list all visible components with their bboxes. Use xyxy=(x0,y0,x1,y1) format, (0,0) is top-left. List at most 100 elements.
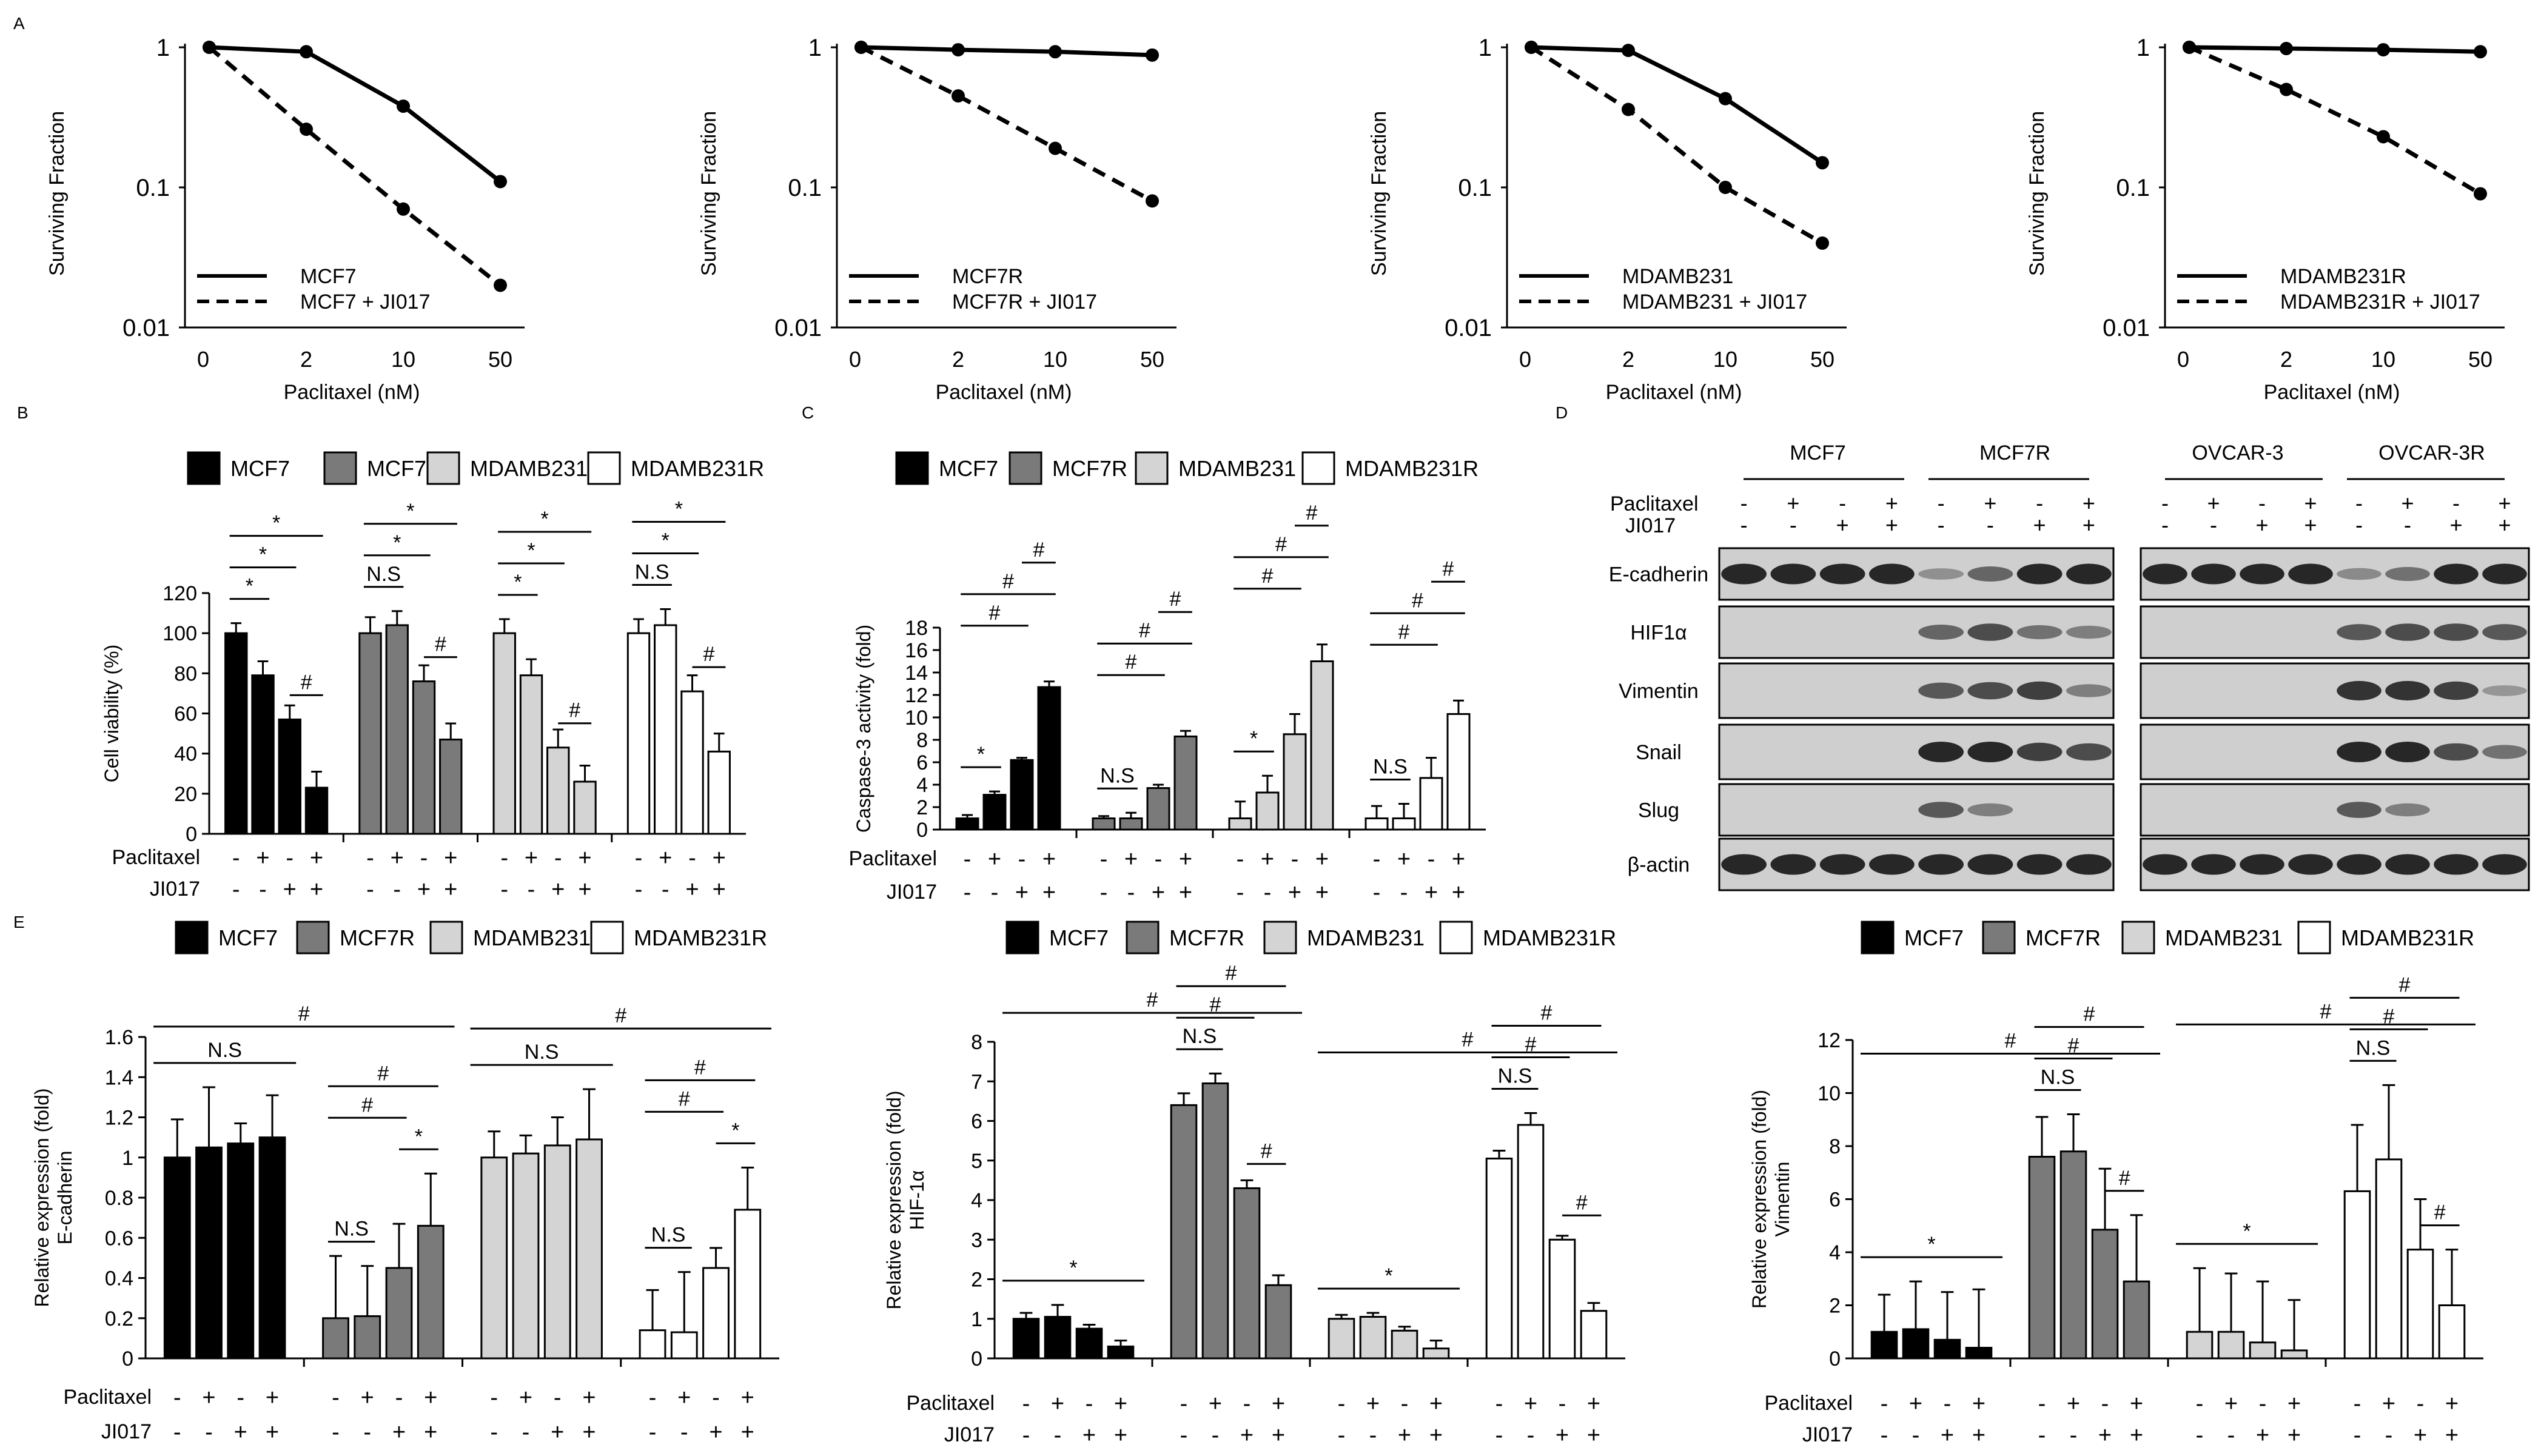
paclitaxel-sign: + xyxy=(1209,1391,1222,1417)
bar xyxy=(626,632,651,835)
significance-label: * xyxy=(662,529,670,552)
ji017-sign: - xyxy=(173,1420,181,1445)
ji017-sign: + xyxy=(551,877,565,902)
paclitaxel-sign: - xyxy=(366,845,374,871)
data-point xyxy=(2183,41,2196,54)
bar xyxy=(1146,787,1170,831)
ji017-sign: + xyxy=(266,1420,279,1445)
significance-label: # xyxy=(1169,588,1181,611)
legend-swatch xyxy=(1009,451,1042,485)
data-point xyxy=(952,43,965,57)
paclitaxel-sign: + xyxy=(2445,1391,2459,1417)
y-tick-label: 1.2 xyxy=(105,1107,133,1130)
x-tick-label: 10 xyxy=(1043,347,1067,372)
blot-band xyxy=(2240,854,2284,875)
blot-band xyxy=(2288,563,2333,585)
bar xyxy=(1392,817,1416,831)
ji017-sign: + xyxy=(1272,1423,1285,1448)
legend-label: MDAMB231 xyxy=(1307,925,1425,950)
paclitaxel-row-label: Paclitaxel xyxy=(848,847,937,870)
y-axis-label-protein: HIF-1α xyxy=(906,1170,928,1230)
paclitaxel-sign: - xyxy=(2417,1391,2425,1417)
ji017-sign: + xyxy=(1315,880,1329,905)
blot-ji017-sign: - xyxy=(1987,512,1994,537)
paclitaxel-sign: + xyxy=(1179,847,1192,872)
ji017-sign: + xyxy=(1587,1423,1600,1448)
significance-label: # xyxy=(679,1087,690,1110)
y-tick-label: 14 xyxy=(905,662,928,685)
bar xyxy=(576,1138,603,1360)
blot-paclitaxel-sign: - xyxy=(2452,491,2460,515)
significance-label: # xyxy=(1139,619,1150,642)
blot-ji017-sign: - xyxy=(1740,512,1748,537)
paclitaxel-sign: + xyxy=(1524,1391,1537,1417)
ji017-sign: + xyxy=(1398,1423,1411,1448)
significance-label: # xyxy=(1398,620,1410,643)
legend-swatch xyxy=(1982,921,2016,954)
ji017-sign: + xyxy=(713,877,726,902)
paclitaxel-sign: - xyxy=(2259,1391,2267,1417)
legend-swatch xyxy=(429,921,463,954)
data-point xyxy=(494,175,507,189)
x-axis-label: Paclitaxel (nM) xyxy=(1606,381,1742,404)
survival-chart-A3: 1 0.1 0.01 0 2 10 50 Paclitaxel (nM) Surviving F… xyxy=(1368,35,1847,404)
significance-label: # xyxy=(1226,962,1237,985)
blot-band xyxy=(2434,623,2479,641)
blot-band xyxy=(2066,563,2112,585)
blot-band xyxy=(2240,563,2284,585)
ji017-sign: - xyxy=(1180,1423,1188,1448)
blot-protein-label: E-cadherin xyxy=(1609,563,1708,586)
cross-group-label: # xyxy=(2320,1000,2332,1023)
paclitaxel-sign: - xyxy=(1881,1391,1888,1417)
legend-swatch xyxy=(187,451,221,485)
x-tick-label: 0 xyxy=(2177,347,2189,372)
ji017-sign: - xyxy=(366,877,374,902)
blot-band xyxy=(1918,625,1964,640)
y-tick-label: 1 xyxy=(808,35,822,61)
blot-paclitaxel-sign: - xyxy=(2161,491,2169,515)
series-line-control xyxy=(209,45,502,184)
data-point xyxy=(2280,42,2293,56)
blot-band xyxy=(1918,802,1964,818)
significance-label: * xyxy=(272,512,280,535)
bar xyxy=(1201,1082,1229,1360)
blot-band xyxy=(2434,854,2479,875)
y-tick-label: 0 xyxy=(1829,1347,1841,1370)
legend-label: MDAMB231 xyxy=(1622,265,1733,288)
ji017-sign: + xyxy=(1941,1423,1954,1448)
significance-label: # xyxy=(2068,1035,2079,1058)
blot-protein-label: Slug xyxy=(1638,799,1679,822)
y-tick-label: 0.8 xyxy=(105,1187,133,1210)
ji017-sign: + xyxy=(2256,1423,2269,1448)
y-tick-label: 0 xyxy=(186,823,197,846)
y-tick-label: 0 xyxy=(916,819,928,842)
bar xyxy=(480,1156,508,1360)
panel-letter-b: B xyxy=(17,403,29,422)
significance-label: # xyxy=(703,643,714,666)
blot-strip xyxy=(1718,783,2115,837)
ji017-sign: - xyxy=(680,1420,688,1445)
significance-label: * xyxy=(406,500,414,523)
y-tick-label: 1 xyxy=(1479,35,1492,61)
y-tick-label: 1.4 xyxy=(105,1066,133,1089)
bar xyxy=(1264,1284,1292,1360)
blot-band xyxy=(1918,742,1964,762)
y-axis-label: Relative expression (fold) xyxy=(31,1088,53,1307)
blot-band xyxy=(1819,563,1865,585)
data-point xyxy=(1622,102,1635,116)
ji017-sign: - xyxy=(1264,880,1272,905)
bar xyxy=(546,746,570,835)
paclitaxel-sign: - xyxy=(2354,1391,2361,1417)
ji017-sign: + xyxy=(1288,880,1301,905)
blot-band xyxy=(2016,742,2063,762)
ji017-sign: + xyxy=(582,1420,596,1445)
paclitaxel-sign: - xyxy=(1100,847,1108,872)
blot-band xyxy=(2066,684,2112,697)
series-line-ji017 xyxy=(860,45,1153,203)
significance-label: # xyxy=(989,602,1001,625)
bar xyxy=(1310,660,1334,831)
ji017-sign: - xyxy=(393,877,401,902)
blot-strip xyxy=(2140,783,2530,837)
data-point xyxy=(1816,236,1829,250)
blot-ji017-sign: - xyxy=(2161,512,2169,537)
